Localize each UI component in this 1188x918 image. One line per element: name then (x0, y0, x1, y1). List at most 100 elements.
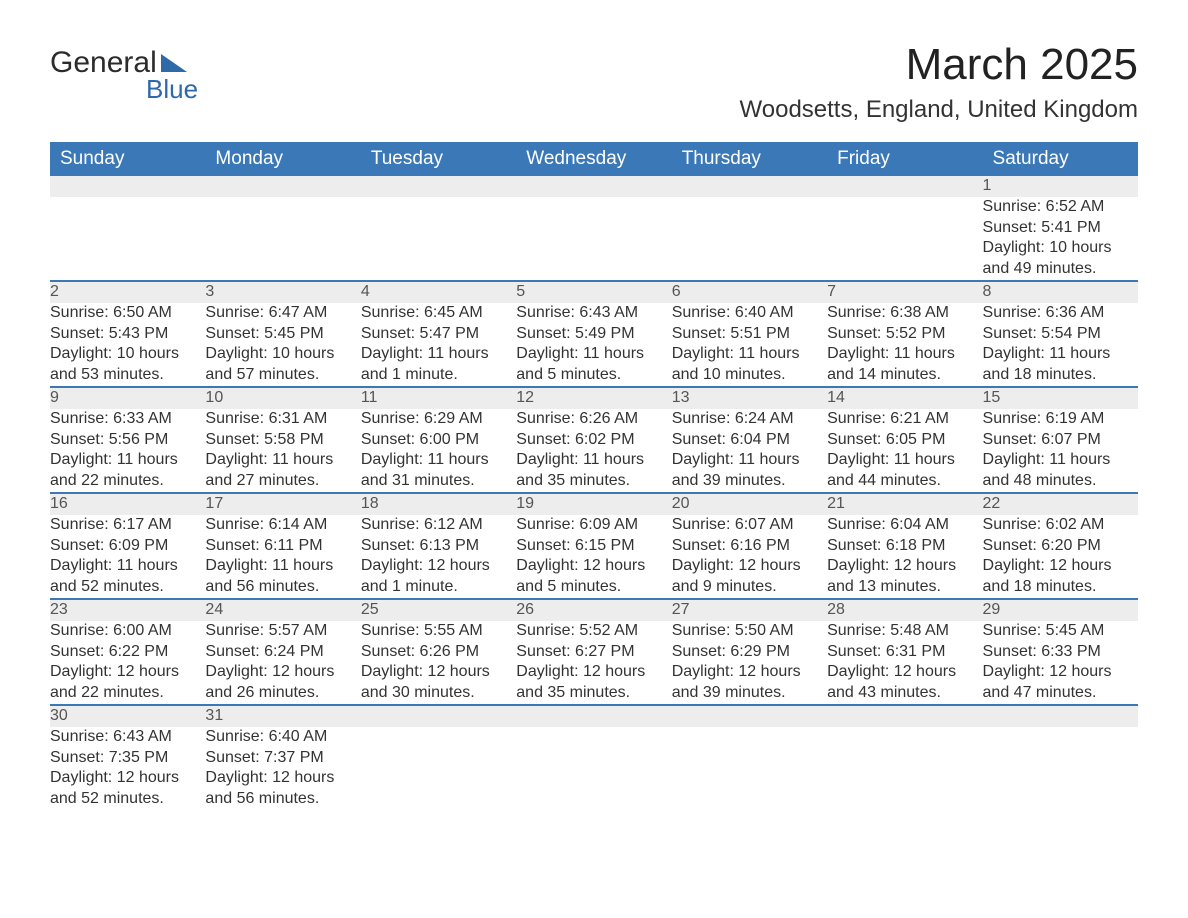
day-detail-cell: Sunrise: 6:45 AMSunset: 5:47 PMDaylight:… (361, 303, 516, 387)
sunset-line: Sunset: 6:02 PM (516, 430, 671, 451)
daylight-line: Daylight: 12 hours and 56 minutes. (205, 768, 360, 810)
day-number-cell: 29 (983, 599, 1138, 621)
daylight-line: Daylight: 11 hours and 10 minutes. (672, 344, 827, 386)
day-detail-cell (983, 727, 1138, 810)
day-number-row: 1 (50, 176, 1138, 197)
sunrise-line: Sunrise: 5:57 AM (205, 621, 360, 642)
day-number-cell: 9 (50, 387, 205, 409)
day-detail-cell: Sunrise: 6:17 AMSunset: 6:09 PMDaylight:… (50, 515, 205, 599)
sunset-line: Sunset: 6:20 PM (983, 536, 1138, 557)
daylight-line: Daylight: 11 hours and 22 minutes. (50, 450, 205, 492)
day-number-cell: 30 (50, 705, 205, 727)
sunset-line: Sunset: 6:31 PM (827, 642, 982, 663)
daylight-line: Daylight: 11 hours and 27 minutes. (205, 450, 360, 492)
daylight-line: Daylight: 12 hours and 30 minutes. (361, 662, 516, 704)
sunset-line: Sunset: 5:52 PM (827, 324, 982, 345)
header: General Blue March 2025 Woodsetts, Engla… (50, 40, 1138, 124)
sunrise-line: Sunrise: 6:31 AM (205, 409, 360, 430)
sunrise-line: Sunrise: 5:48 AM (827, 621, 982, 642)
day-number-row: 16171819202122 (50, 493, 1138, 515)
daylight-line: Daylight: 11 hours and 5 minutes. (516, 344, 671, 386)
daylight-line: Daylight: 10 hours and 57 minutes. (205, 344, 360, 386)
day-number-cell (361, 176, 516, 197)
sunrise-line: Sunrise: 6:21 AM (827, 409, 982, 430)
daylight-line: Daylight: 11 hours and 48 minutes. (983, 450, 1138, 492)
day-detail-row: Sunrise: 6:00 AMSunset: 6:22 PMDaylight:… (50, 621, 1138, 705)
day-number-cell: 14 (827, 387, 982, 409)
location: Woodsetts, England, United Kingdom (740, 96, 1138, 124)
daylight-line: Daylight: 12 hours and 5 minutes. (516, 556, 671, 598)
day-detail-cell (205, 197, 360, 281)
day-detail-cell: Sunrise: 6:40 AMSunset: 5:51 PMDaylight:… (672, 303, 827, 387)
day-detail-row: Sunrise: 6:50 AMSunset: 5:43 PMDaylight:… (50, 303, 1138, 387)
sunrise-line: Sunrise: 6:45 AM (361, 303, 516, 324)
day-number-cell (205, 176, 360, 197)
day-number-cell: 18 (361, 493, 516, 515)
day-number-cell: 28 (827, 599, 982, 621)
day-number-cell: 19 (516, 493, 671, 515)
day-number-cell: 23 (50, 599, 205, 621)
sunrise-line: Sunrise: 5:52 AM (516, 621, 671, 642)
day-number-cell: 5 (516, 281, 671, 303)
title-block: March 2025 Woodsetts, England, United Ki… (740, 40, 1138, 124)
day-detail-cell (50, 197, 205, 281)
sunset-line: Sunset: 6:16 PM (672, 536, 827, 557)
day-number-cell: 27 (672, 599, 827, 621)
day-detail-cell: Sunrise: 6:14 AMSunset: 6:11 PMDaylight:… (205, 515, 360, 599)
day-number-cell: 2 (50, 281, 205, 303)
day-detail-cell: Sunrise: 6:47 AMSunset: 5:45 PMDaylight:… (205, 303, 360, 387)
weekday-header: Wednesday (516, 142, 671, 176)
day-number-cell (827, 705, 982, 727)
daylight-line: Daylight: 12 hours and 18 minutes. (983, 556, 1138, 598)
sunset-line: Sunset: 5:54 PM (983, 324, 1138, 345)
sunrise-line: Sunrise: 6:09 AM (516, 515, 671, 536)
sunrise-line: Sunrise: 5:45 AM (983, 621, 1138, 642)
sunset-line: Sunset: 5:56 PM (50, 430, 205, 451)
sunrise-line: Sunrise: 6:33 AM (50, 409, 205, 430)
day-number-cell: 1 (983, 176, 1138, 197)
sunrise-line: Sunrise: 6:38 AM (827, 303, 982, 324)
sunrise-line: Sunrise: 6:19 AM (983, 409, 1138, 430)
day-number-cell (516, 705, 671, 727)
day-number-cell: 12 (516, 387, 671, 409)
day-detail-cell: Sunrise: 6:12 AMSunset: 6:13 PMDaylight:… (361, 515, 516, 599)
day-detail-cell: Sunrise: 6:31 AMSunset: 5:58 PMDaylight:… (205, 409, 360, 493)
day-detail-cell: Sunrise: 6:21 AMSunset: 6:05 PMDaylight:… (827, 409, 982, 493)
day-number-row: 2345678 (50, 281, 1138, 303)
weekday-header: Saturday (983, 142, 1138, 176)
day-detail-cell: Sunrise: 5:45 AMSunset: 6:33 PMDaylight:… (983, 621, 1138, 705)
day-detail-cell: Sunrise: 5:55 AMSunset: 6:26 PMDaylight:… (361, 621, 516, 705)
day-detail-cell (516, 727, 671, 810)
sunset-line: Sunset: 6:13 PM (361, 536, 516, 557)
sunset-line: Sunset: 5:51 PM (672, 324, 827, 345)
daylight-line: Daylight: 11 hours and 35 minutes. (516, 450, 671, 492)
day-number-cell (672, 176, 827, 197)
day-number-cell: 13 (672, 387, 827, 409)
daylight-line: Daylight: 11 hours and 14 minutes. (827, 344, 982, 386)
day-detail-cell: Sunrise: 6:33 AMSunset: 5:56 PMDaylight:… (50, 409, 205, 493)
daylight-line: Daylight: 12 hours and 22 minutes. (50, 662, 205, 704)
day-number-row: 3031 (50, 705, 1138, 727)
day-detail-cell: Sunrise: 6:07 AMSunset: 6:16 PMDaylight:… (672, 515, 827, 599)
day-detail-cell: Sunrise: 5:48 AMSunset: 6:31 PMDaylight:… (827, 621, 982, 705)
day-detail-cell: Sunrise: 5:50 AMSunset: 6:29 PMDaylight:… (672, 621, 827, 705)
weekday-header: Friday (827, 142, 982, 176)
day-detail-cell (361, 727, 516, 810)
day-number-cell: 24 (205, 599, 360, 621)
day-number-cell: 15 (983, 387, 1138, 409)
day-number-cell: 7 (827, 281, 982, 303)
day-detail-cell (516, 197, 671, 281)
sunrise-line: Sunrise: 6:40 AM (205, 727, 360, 748)
sunset-line: Sunset: 5:49 PM (516, 324, 671, 345)
daylight-line: Daylight: 10 hours and 49 minutes. (983, 238, 1138, 280)
day-detail-cell: Sunrise: 6:24 AMSunset: 6:04 PMDaylight:… (672, 409, 827, 493)
sunrise-line: Sunrise: 6:00 AM (50, 621, 205, 642)
day-detail-cell (361, 197, 516, 281)
day-number-cell: 21 (827, 493, 982, 515)
weekday-header: Tuesday (361, 142, 516, 176)
sunset-line: Sunset: 6:29 PM (672, 642, 827, 663)
daylight-line: Daylight: 11 hours and 31 minutes. (361, 450, 516, 492)
day-detail-row: Sunrise: 6:52 AMSunset: 5:41 PMDaylight:… (50, 197, 1138, 281)
sunset-line: Sunset: 5:43 PM (50, 324, 205, 345)
weekday-header: Thursday (672, 142, 827, 176)
